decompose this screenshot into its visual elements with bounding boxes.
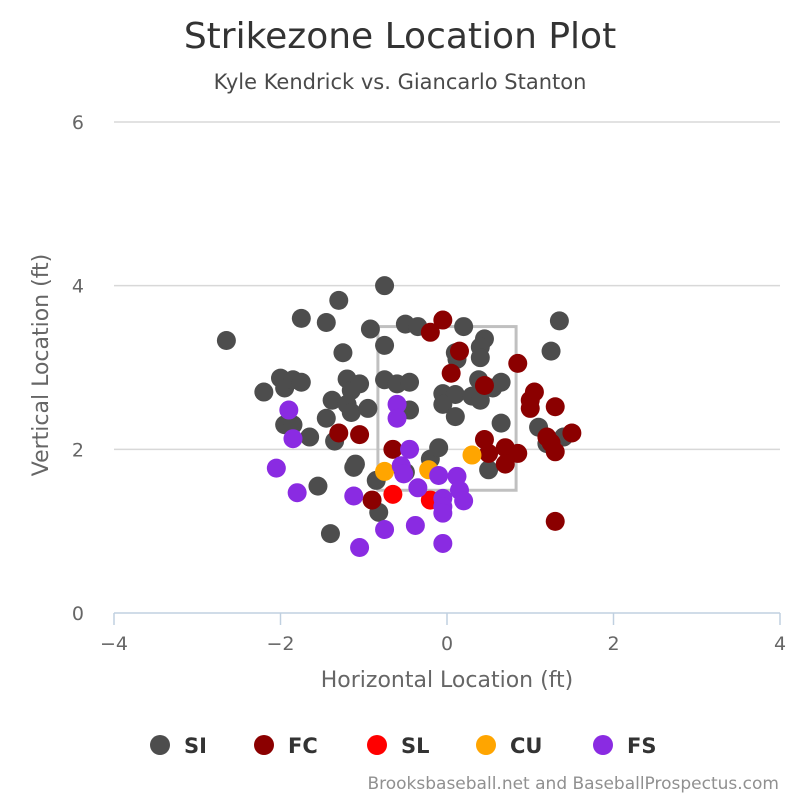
point-fc <box>449 341 469 361</box>
point-fs <box>375 520 395 540</box>
legend-label-fc: FC <box>288 734 318 758</box>
point-fc <box>479 443 499 463</box>
point-fc <box>420 322 440 342</box>
point-fc <box>508 443 528 463</box>
point-fs <box>344 486 364 506</box>
x-tick-label: 4 <box>774 633 786 655</box>
point-si <box>341 403 361 423</box>
legend-marker-fs <box>593 735 613 755</box>
point-si <box>549 311 569 331</box>
point-si <box>470 390 490 410</box>
point-si <box>375 335 395 355</box>
legend-marker-fc <box>254 735 274 755</box>
point-si <box>491 413 511 433</box>
point-fs <box>387 394 407 414</box>
point-si <box>216 330 236 350</box>
point-si <box>541 341 561 361</box>
legend-label-sl: SL <box>401 734 430 758</box>
point-si <box>470 348 490 368</box>
point-cu <box>462 445 482 465</box>
point-si <box>344 457 364 477</box>
point-fc <box>474 376 494 396</box>
point-fs <box>429 466 449 486</box>
legend: SI FC SL CU FS <box>150 734 656 758</box>
point-fc <box>383 439 403 459</box>
point-fs <box>433 503 453 523</box>
x-tick-label: 2 <box>607 633 619 655</box>
point-fc <box>362 490 382 510</box>
point-fc <box>545 442 565 462</box>
point-fs <box>405 515 425 535</box>
point-fc <box>508 353 528 373</box>
point-sl <box>383 484 403 504</box>
point-fc <box>329 423 349 443</box>
y-axis-ticks: 0 2 4 6 <box>72 112 84 625</box>
point-si <box>350 374 370 394</box>
point-si <box>360 319 380 339</box>
x-tick-label: 0 <box>441 633 453 655</box>
point-fc <box>433 310 453 330</box>
point-si <box>291 372 311 392</box>
legend-marker-cu <box>476 735 496 755</box>
legend-label-fs: FS <box>627 734 656 758</box>
point-cu <box>375 461 395 481</box>
legend-label-cu: CU <box>510 734 542 758</box>
point-si <box>433 394 453 414</box>
point-si <box>300 427 320 447</box>
y-axis-title: Vertical Location (ft) <box>29 254 54 477</box>
point-si <box>358 398 378 418</box>
point-si <box>400 372 420 392</box>
legend-label-si: SI <box>184 734 207 758</box>
point-si <box>454 317 474 337</box>
point-si <box>291 308 311 328</box>
point-si <box>320 524 340 544</box>
x-axis: −4 −2 0 2 4 <box>100 612 786 655</box>
y-tick-label: 6 <box>72 112 84 134</box>
point-fc <box>545 511 565 531</box>
point-fs <box>454 491 474 511</box>
credit-text: Brooksbaseball.net and BaseballProspectu… <box>367 774 779 794</box>
y-tick-label: 4 <box>72 276 84 298</box>
point-fc <box>495 454 515 474</box>
point-fc <box>350 425 370 445</box>
point-si <box>316 408 336 428</box>
point-si <box>445 407 465 427</box>
point-fc <box>520 398 540 418</box>
point-fs <box>433 533 453 553</box>
x-tick-label: −2 <box>266 633 294 655</box>
point-si <box>491 372 511 392</box>
point-fs <box>279 400 299 420</box>
point-fs <box>387 408 407 428</box>
point-si <box>333 343 353 363</box>
y-tick-label: 0 <box>72 603 84 625</box>
point-si <box>479 460 499 480</box>
point-si <box>308 476 328 496</box>
point-fc <box>562 423 582 443</box>
point-fs <box>408 478 428 498</box>
point-fs <box>400 439 420 459</box>
legend-marker-si <box>150 735 170 755</box>
x-axis-title: Horizontal Location (ft) <box>321 668 574 693</box>
plot-points <box>216 276 582 558</box>
chart-title: Strikezone Location Plot <box>184 16 616 57</box>
legend-marker-sl <box>367 735 387 755</box>
point-fs <box>394 464 414 484</box>
point-fc <box>441 363 461 383</box>
point-fs <box>266 458 286 478</box>
point-si <box>322 390 342 410</box>
point-fc <box>545 397 565 417</box>
point-si <box>329 290 349 310</box>
y-tick-label: 2 <box>72 439 84 461</box>
point-si <box>429 438 449 458</box>
point-si <box>283 415 303 435</box>
point-si <box>254 382 274 402</box>
point-fs <box>350 538 370 558</box>
point-si <box>316 312 336 332</box>
x-tick-label: −4 <box>100 633 128 655</box>
chart-subtitle: Kyle Kendrick vs. Giancarlo Stanton <box>214 70 587 94</box>
point-fs <box>283 429 303 449</box>
point-si <box>375 276 395 296</box>
point-fs <box>287 483 307 503</box>
